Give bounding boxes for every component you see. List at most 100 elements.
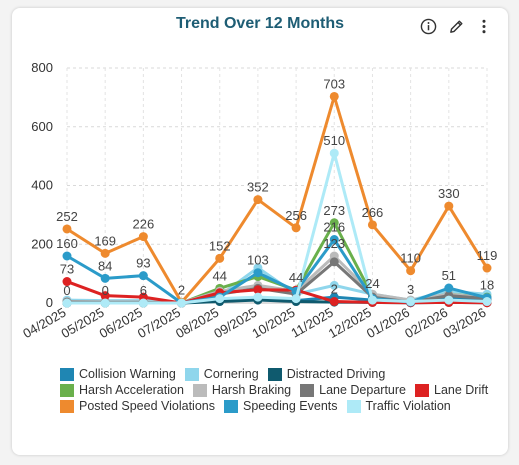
y-tick-label: 400: [31, 178, 53, 193]
legend-swatch: [184, 367, 199, 381]
data-point: [329, 257, 339, 267]
data-point: [329, 148, 339, 158]
data-label: 44: [289, 270, 303, 285]
legend-item[interactable]: Lane Drift: [415, 383, 488, 397]
data-label: 0: [63, 283, 70, 298]
chart-card: Trend Over 12 Months 0 200 400 600 800 04/202…: [12, 8, 508, 455]
legend-label: Lane Departure: [319, 383, 406, 397]
data-point: [444, 295, 454, 305]
x-tick-label: 06/2025: [97, 305, 145, 341]
x-tick-label: 10/2025: [249, 305, 297, 341]
legend-label: Harsh Braking: [211, 383, 292, 397]
data-label: 44: [212, 268, 226, 283]
data-label: 110: [400, 251, 421, 266]
data-point: [138, 298, 148, 308]
legend-label: Cornering: [203, 367, 259, 381]
data-label: 510: [323, 133, 345, 148]
y-tick-label: 600: [31, 119, 53, 134]
data-point: [329, 280, 339, 290]
data-point: [138, 232, 148, 242]
series-line: [66, 238, 488, 305]
data-point: [215, 253, 225, 263]
data-label: 103: [247, 253, 269, 268]
data-point: [482, 297, 492, 307]
data-point: [329, 235, 339, 245]
chart-title: Trend Over 12 Months: [175, 15, 345, 32]
info-icon[interactable]: [419, 17, 437, 35]
data-label: 84: [98, 258, 112, 273]
data-point: [444, 283, 454, 293]
data-point: [329, 91, 339, 101]
data-label: 160: [56, 236, 78, 251]
y-tick-label: 0: [46, 295, 53, 310]
x-tick-label: 03/2026: [440, 305, 488, 341]
legend-item[interactable]: Lane Departure: [300, 383, 406, 397]
legend-swatch: [60, 367, 74, 381]
data-label: 216: [323, 220, 345, 235]
data-label: 0: [102, 283, 109, 298]
legend-swatch: [267, 367, 282, 381]
data-point: [406, 266, 416, 276]
data-point: [215, 294, 225, 304]
legend-item[interactable]: Speeding Events: [223, 399, 338, 413]
data-label: 51: [442, 268, 456, 283]
data-point: [253, 285, 263, 295]
legend-item[interactable]: Harsh Acceleration: [60, 383, 184, 397]
data-label: 18: [480, 278, 494, 293]
x-tick-label: 12/2025: [326, 305, 374, 341]
data-label: 123: [323, 236, 345, 251]
data-label: 2: [178, 282, 185, 297]
chart-legend: Collision Warning Cornering Distracted Dri…: [60, 367, 500, 413]
legend-item[interactable]: Traffic Violation: [346, 399, 451, 413]
data-label: 119: [477, 248, 498, 263]
x-tick-label: 09/2025: [211, 305, 259, 341]
data-label: 330: [438, 186, 460, 201]
data-label: 24: [365, 276, 379, 291]
data-label: 93: [136, 256, 150, 271]
data-point: [62, 298, 72, 308]
legend-swatch: [223, 399, 238, 413]
data-point: [100, 291, 110, 301]
legend-item[interactable]: Cornering: [184, 367, 259, 381]
data-point: [444, 201, 454, 211]
y-tick-label: 200: [31, 236, 53, 251]
legend-swatch: [192, 383, 207, 397]
x-tick-label: 08/2025: [173, 305, 221, 341]
legend-label: Lane Drift: [434, 383, 489, 397]
data-point: [253, 195, 263, 205]
x-tick-label: 02/2026: [402, 305, 450, 341]
data-point: [367, 295, 377, 305]
legend-label: Harsh Acceleration: [79, 383, 184, 397]
data-point: [291, 223, 301, 233]
data-point: [100, 273, 110, 283]
data-label: 226: [133, 217, 155, 232]
edit-pencil-icon[interactable]: [447, 17, 465, 35]
data-label: 6: [140, 283, 147, 298]
legend-item[interactable]: Distracted Driving: [267, 367, 386, 381]
data-label: 273: [323, 203, 345, 218]
data-point: [329, 297, 339, 307]
legend-item[interactable]: Harsh Braking: [192, 383, 292, 397]
data-point: [253, 268, 263, 278]
series-line: [66, 94, 489, 304]
legend-swatch: [415, 383, 429, 397]
line-chart: 020040060080004/202505/202506/202507/202…: [20, 60, 498, 341]
legend-item[interactable]: Posted Speed Violations: [60, 399, 215, 413]
legend-swatch: [60, 383, 74, 397]
data-label: 252: [56, 209, 78, 224]
x-tick-label: 07/2025: [135, 305, 183, 341]
x-tick-label: 05/2025: [58, 305, 106, 341]
legend-item[interactable]: Collision Warning: [60, 367, 176, 381]
data-point: [253, 292, 263, 302]
legend-label: Traffic Violation: [365, 399, 451, 413]
more-vertical-icon[interactable]: [475, 17, 493, 35]
data-point: [62, 251, 72, 261]
data-point: [62, 277, 72, 287]
legend-swatch: [300, 383, 315, 397]
data-label: 256: [285, 208, 307, 223]
legend-label: Posted Speed Violations: [79, 399, 215, 413]
data-label: 73: [60, 262, 74, 277]
data-point: [406, 297, 416, 307]
legend-swatch: [60, 399, 74, 413]
legend-label: Distracted Driving: [286, 367, 386, 381]
